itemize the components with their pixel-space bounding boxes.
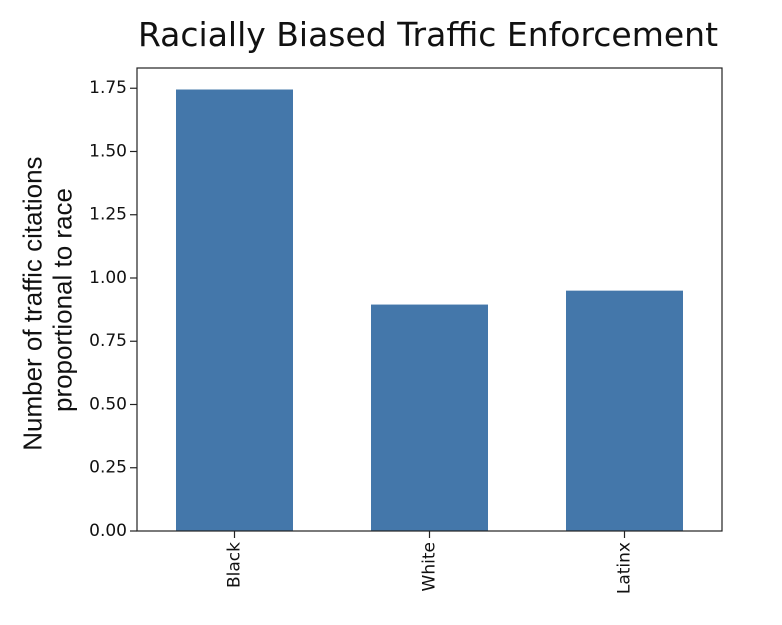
y-tick-label: 0.00 bbox=[89, 521, 127, 541]
y-tick-label: 1.00 bbox=[89, 268, 127, 288]
x-tick-label-white: White bbox=[420, 542, 440, 591]
y-axis-label-line-2: proportional to race bbox=[47, 188, 77, 412]
x-tick-label-black: Black bbox=[225, 542, 245, 588]
y-axis-label-line-1: Number of traffic citations bbox=[17, 156, 47, 450]
y-axis-label: Number of traffic citations proportional… bbox=[17, 149, 77, 451]
bar-latinx bbox=[566, 290, 683, 531]
y-ticks-group: 0.00 0.25 0.50 0.75 1.00 1.25 1.50 1.75 bbox=[89, 78, 137, 541]
y-tick-label: 1.75 bbox=[89, 78, 127, 98]
y-tick-label: 0.75 bbox=[89, 331, 127, 351]
y-tick-label: 0.50 bbox=[89, 394, 127, 414]
y-tick-label: 1.50 bbox=[89, 141, 127, 161]
bars-group bbox=[176, 89, 683, 531]
chart-title: Racially Biased Traffic Enforcement bbox=[138, 15, 718, 54]
x-ticks-group: Black White Latinx bbox=[225, 531, 635, 594]
y-tick-label: 0.25 bbox=[89, 458, 127, 478]
y-tick-label: 1.25 bbox=[89, 205, 127, 225]
bar-black bbox=[176, 89, 293, 531]
bar-white bbox=[371, 304, 488, 531]
plot-frame bbox=[136, 67, 723, 532]
x-tick-label-latinx: Latinx bbox=[615, 542, 635, 594]
